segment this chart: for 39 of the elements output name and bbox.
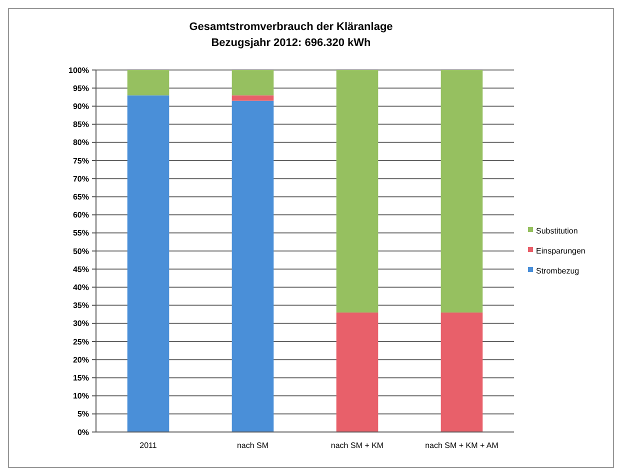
bar [232,95,274,101]
bar [440,70,483,313]
chart-title: Gesamtstromverbrauch der Kläranlage [189,21,393,33]
legend-label: Einsparungen [536,246,586,256]
y-tick-label: 5% [77,410,89,419]
y-tick-label: 0% [77,428,89,437]
y-tick-label: 60% [72,210,89,220]
legend-label: Substitution [536,226,578,236]
y-tick-label: 100% [68,66,89,75]
bar [232,100,274,432]
y-tick-label: 75% [72,156,89,166]
y-tick-label: 95% [72,84,89,93]
y-tick-label: 90% [72,102,89,111]
y-tick-label: 65% [72,192,89,202]
y-tick-label: 15% [72,374,89,382]
bar [127,95,170,432]
y-tick-label: 25% [72,337,89,346]
legend-label: Strombezug [536,266,580,276]
y-tick-label: 85% [72,120,89,130]
bar [127,70,170,96]
chart-subtitle: Bezugsjahr 2012: 696.320 kWh [211,37,372,49]
bar [440,312,483,432]
x-tick-label: nach SM + KM + AM [425,441,499,450]
x-tick-label: nach SM [236,441,269,450]
y-tick-label: 30% [72,319,89,328]
y-tick-label: 80% [72,138,89,148]
y-tick-label: 20% [72,355,89,364]
bar [336,70,378,313]
y-tick-label: 50% [72,246,89,256]
y-tick-label: 70% [72,174,89,184]
x-tick-label: nach SM + KM [330,441,384,450]
y-tick-label: 10% [72,392,89,401]
y-tick-label: 45% [72,264,89,274]
y-tick-label: 40% [72,283,89,292]
bar [336,312,378,432]
y-tick-label: 35% [72,301,89,310]
y-tick-label: 55% [72,228,89,238]
x-tick-label: 2011 [140,441,158,450]
bar [232,70,274,96]
